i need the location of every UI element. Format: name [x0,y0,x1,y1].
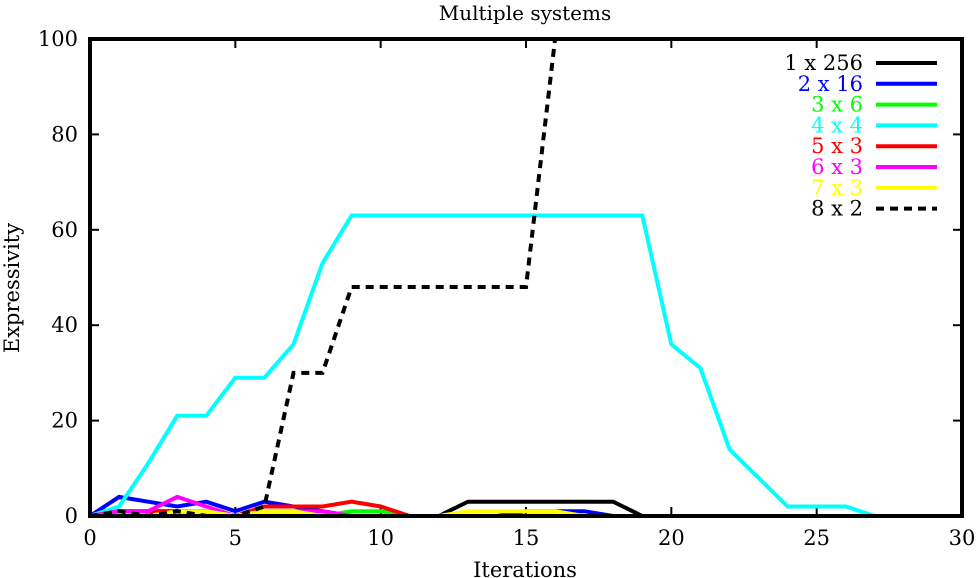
legend-label: 7 x 3 [811,176,863,200]
chart-title: Multiple systems [439,1,612,25]
legend-label: 8 x 2 [811,197,863,221]
series-line-4x4 [89,213,962,518]
plot-frame [88,37,964,518]
y-tick-label: 0 [65,504,78,528]
x-tick-label: 20 [658,526,685,550]
legend-label: 6 x 3 [811,155,863,179]
y-tick-label: 40 [51,313,78,337]
legend-label: 2 x 16 [798,72,863,96]
x-tick-label: 25 [803,526,830,550]
y-tick-label: 60 [51,218,78,242]
y-axis-label: Expressivity [0,223,24,353]
y-tick-label: 20 [51,409,78,433]
x-tick-label: 30 [949,526,976,550]
legend-label: 4 x 4 [811,113,863,137]
x-axis-label: Iterations [473,558,577,578]
legend-label: 3 x 6 [811,93,863,117]
legend-label: 1 x 256 [784,51,863,75]
x-tick-label: 15 [513,526,540,550]
y-tick-label: 80 [51,122,78,146]
legend-label: 5 x 3 [811,134,863,158]
x-tick-label: 10 [367,526,394,550]
x-tick-label: 0 [83,526,96,550]
y-tick-label: 100 [38,27,78,51]
x-tick-label: 5 [229,526,242,550]
